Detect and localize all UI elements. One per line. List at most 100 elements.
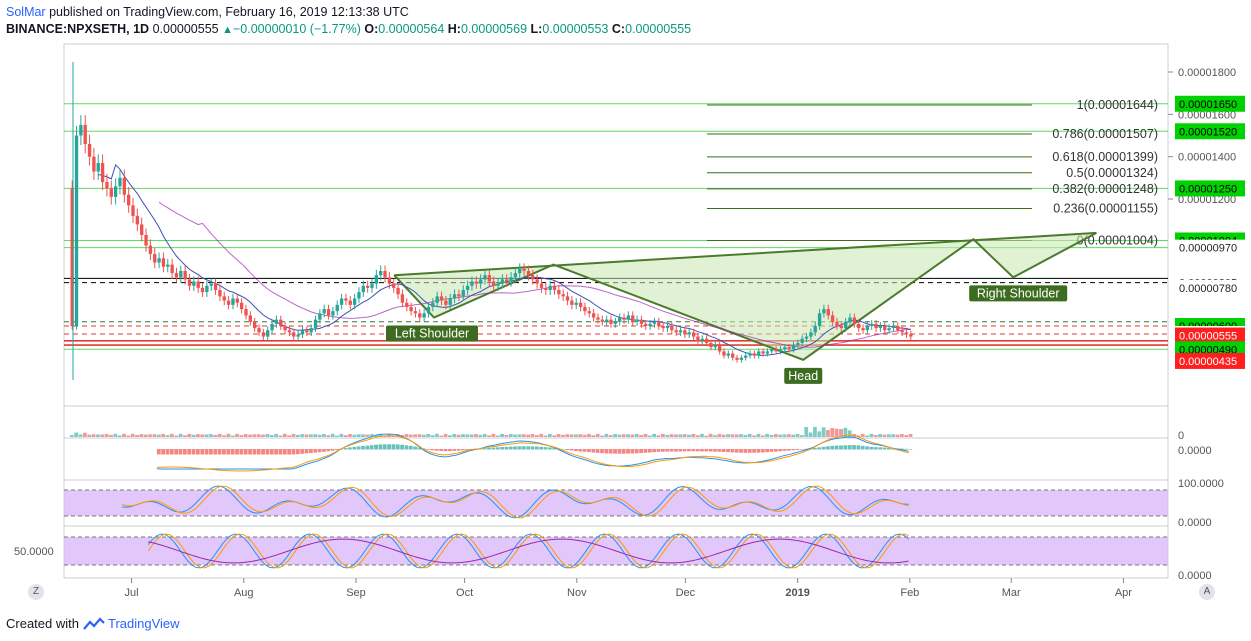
pattern-zigzag[interactable] — [393, 231, 1097, 361]
candle-body — [161, 258, 166, 267]
macd-histogram-bar — [361, 445, 365, 450]
macd-histogram-bar — [613, 449, 617, 454]
candle-body — [674, 330, 678, 333]
macd-histogram-bar — [682, 449, 687, 452]
volume-bar — [565, 434, 570, 437]
macd-histogram-bar — [687, 449, 691, 452]
pattern-neckline[interactable] — [394, 231, 1097, 277]
candle-body — [170, 264, 174, 274]
candle-body — [392, 283, 396, 288]
macd-histogram-bar — [578, 449, 583, 452]
candle-body — [322, 309, 326, 314]
macd-histogram-bar — [226, 449, 231, 455]
macd-histogram-bar — [904, 448, 909, 450]
macd-histogram-bar — [322, 449, 326, 452]
candle-body — [283, 326, 287, 331]
candle-body — [909, 334, 913, 337]
volume-bar — [113, 433, 118, 437]
auto-scale-button[interactable]: A — [1199, 584, 1215, 600]
volume-pane — [63, 405, 1169, 439]
macd-histogram-bar — [196, 449, 200, 455]
candle-body — [413, 311, 418, 314]
head-and-shoulders-pattern[interactable] — [393, 231, 1097, 361]
candle-body — [166, 264, 170, 267]
candle-body — [74, 135, 79, 326]
candle-body — [187, 279, 192, 286]
volume-bar — [504, 435, 509, 437]
candle-body — [192, 281, 196, 286]
candle-body — [870, 323, 874, 326]
macd-histogram-bar — [700, 449, 704, 452]
volume-bar — [482, 433, 487, 437]
volume-bar — [734, 434, 739, 437]
macd-histogram-bar — [730, 449, 735, 453]
macd-histogram-bar — [278, 449, 283, 455]
volume-bar — [287, 435, 292, 437]
volume-bar — [552, 435, 557, 437]
price-tag-label: 0.00000780 — [1179, 283, 1237, 295]
candle-body — [261, 332, 266, 337]
macd-histogram-bar — [760, 449, 765, 453]
volume-bar — [117, 435, 122, 437]
price-axis[interactable]: 0.00001800 0.00001600 0.00001400 0.00001200 — [1168, 67, 1236, 206]
macd-histogram-bar — [543, 447, 548, 450]
candle-body — [865, 326, 870, 331]
time-tick-label: Oct — [456, 587, 473, 599]
volume-bar — [439, 435, 444, 437]
candle-body — [531, 275, 535, 280]
volume-bar — [291, 433, 296, 437]
macd-histogram-bar — [869, 446, 874, 450]
macd-histogram-bar — [765, 449, 770, 453]
candle-body — [70, 188, 74, 326]
volume-bar — [169, 433, 174, 437]
volume-bar — [278, 435, 283, 437]
volume-bar — [308, 434, 313, 437]
volume-bar — [791, 434, 796, 437]
candle-body — [326, 309, 331, 316]
main-pane[interactable] — [63, 43, 1169, 407]
time-tick-label: Apr — [1115, 587, 1132, 599]
fibonacci-levels[interactable]: 1(0.00001644) 0.786(0.00001507) 0.618(0.00… — [707, 98, 1158, 247]
candle-body — [153, 254, 157, 263]
price-tag-label: 0.00001250 — [1179, 183, 1237, 195]
macd-histogram-bar — [647, 449, 652, 453]
symbol-name[interactable]: BINANCE:NPXSETH, 1D — [6, 22, 150, 36]
volume-bar — [152, 434, 157, 437]
candle-body — [400, 294, 405, 303]
candle-body — [796, 342, 800, 346]
time-axis[interactable]: Jul Aug Sep Oct Nov Dec 2019 Feb Mar Apr — [125, 578, 1133, 599]
macd-histogram-bar — [182, 449, 187, 455]
candle-body — [839, 326, 843, 329]
macd-histogram-bar — [834, 445, 839, 450]
macd-histogram-bar — [274, 449, 278, 455]
zoom-button[interactable]: Z — [28, 584, 44, 600]
candle-body — [596, 317, 600, 320]
macd-histogram-bar — [269, 449, 274, 455]
macd-axis-label: 0.0000 — [1178, 445, 1212, 457]
macd-histogram-bar — [487, 447, 491, 450]
macd-histogram-bar — [795, 449, 800, 450]
candle-body — [235, 298, 239, 303]
tradingview-brand[interactable]: TradingView — [107, 616, 180, 631]
volume-bar — [109, 434, 113, 437]
stoch-axis-mid-label: 50.0000 — [14, 546, 54, 558]
candle-body — [639, 319, 644, 324]
macd-histogram-bar — [691, 449, 696, 452]
volume-bar — [578, 434, 583, 437]
author-link[interactable]: SolMar — [6, 5, 46, 19]
macd-histogram-bar — [769, 449, 774, 452]
candle-body — [587, 311, 591, 314]
macd-histogram-bar — [365, 445, 370, 450]
macd-histogram-bar — [448, 449, 452, 452]
macd-histogram-bar — [508, 446, 513, 450]
macd-histogram-bar — [256, 449, 261, 455]
volume-bar — [717, 433, 722, 437]
volume-bar — [726, 434, 730, 437]
candle-body — [205, 285, 209, 293]
candle-body — [313, 319, 318, 329]
volume-bar — [617, 434, 622, 437]
volume-bar — [587, 433, 591, 437]
candle-body — [274, 319, 279, 324]
fib-level-label: 0(0.00001004) — [1077, 233, 1158, 247]
